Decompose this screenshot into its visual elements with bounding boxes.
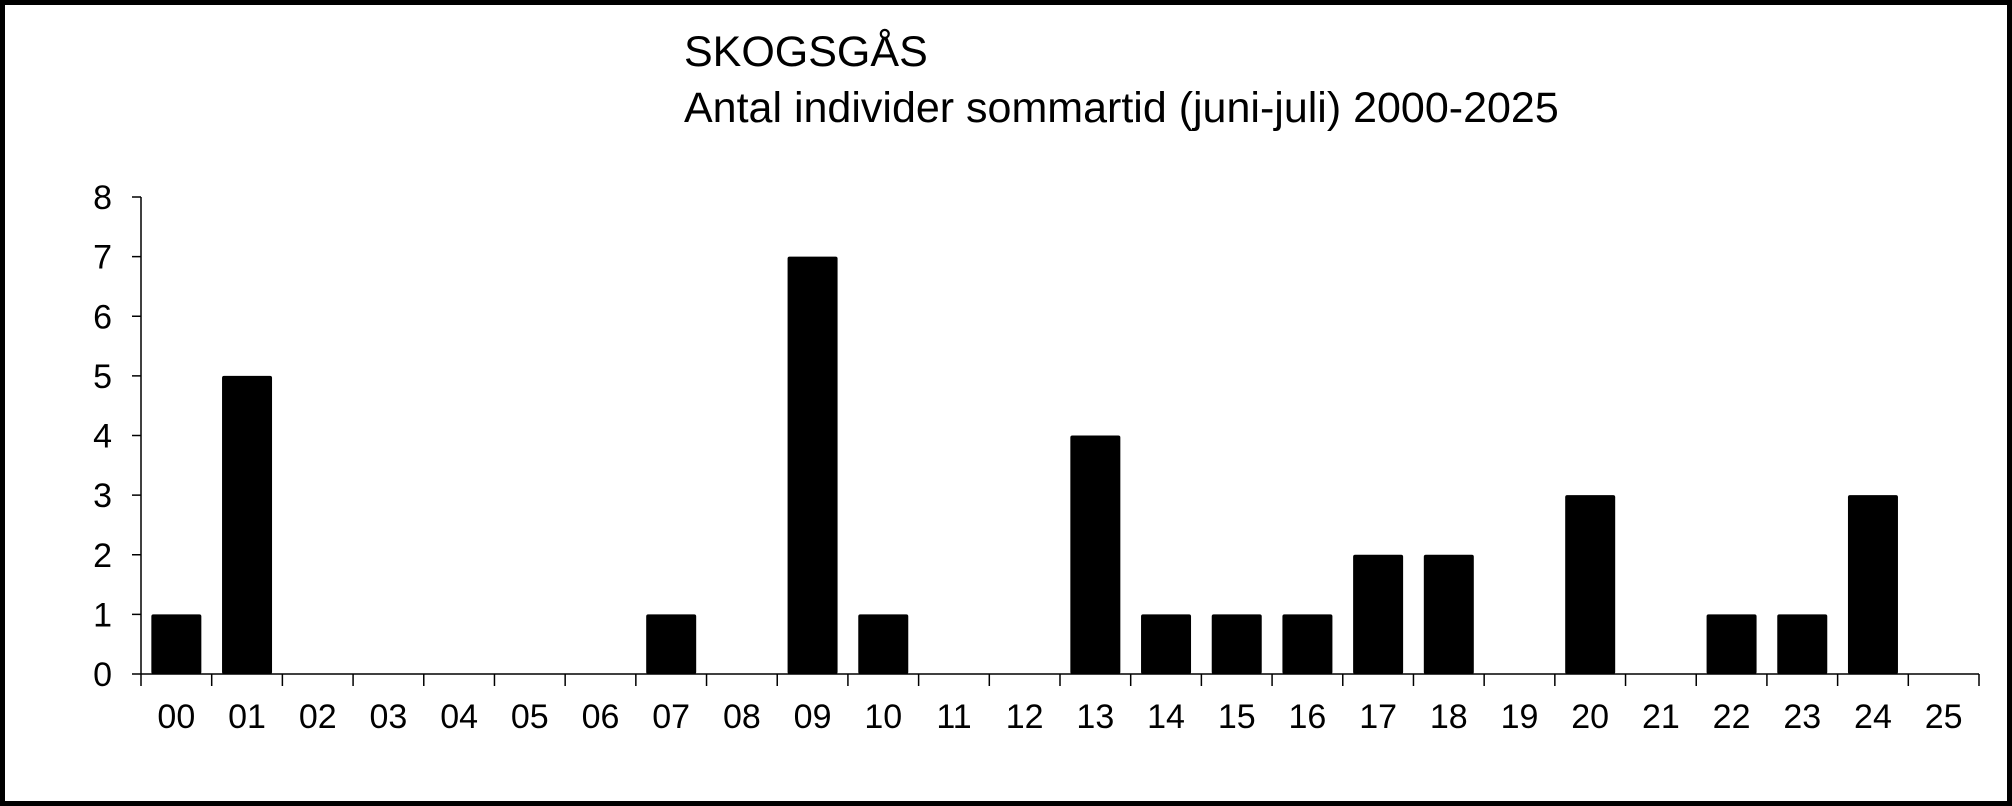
x-tick-label: 14 [1147, 698, 1185, 736]
bar-23 [1777, 614, 1828, 674]
bar-10 [858, 614, 909, 674]
x-tick-label: 25 [1925, 698, 1963, 736]
bar-14 [1141, 614, 1192, 674]
x-tick-label: 17 [1359, 698, 1397, 736]
x-tick-label: 21 [1642, 698, 1680, 736]
x-tick-label: 02 [299, 698, 337, 736]
chart-title: SKOGSGÅS [684, 28, 928, 76]
y-tick-label: 3 [93, 477, 112, 515]
x-tick-label: 07 [652, 698, 690, 736]
bar-20 [1565, 495, 1616, 674]
x-tick-label: 19 [1501, 698, 1539, 736]
chart-subtitle: Antal individer sommartid (juni-juli) 20… [684, 84, 1559, 132]
x-tick-label: 00 [157, 698, 195, 736]
x-tick-label: 12 [1006, 698, 1044, 736]
y-tick-label: 7 [93, 239, 112, 277]
bar-07 [646, 614, 697, 674]
y-tick-label: 6 [93, 298, 112, 336]
x-tick-label: 01 [228, 698, 266, 736]
x-tick-label: 23 [1783, 698, 1821, 736]
y-tick-label: 1 [93, 596, 112, 634]
x-tick-label: 24 [1854, 698, 1892, 736]
y-tick-label: 8 [93, 179, 112, 217]
x-tick-label: 03 [370, 698, 408, 736]
x-tick-label: 08 [723, 698, 761, 736]
x-tick-label: 06 [582, 698, 620, 736]
x-tick-label: 11 [936, 698, 971, 736]
y-tick-label: 4 [93, 418, 112, 456]
x-tick-label: 18 [1430, 698, 1468, 736]
bar-series [151, 256, 1898, 674]
y-tick-label: 5 [93, 358, 112, 396]
x-tick-label: 22 [1713, 698, 1751, 736]
x-tick-label: 16 [1289, 698, 1327, 736]
bar-24 [1847, 495, 1898, 674]
x-tick-label: 13 [1076, 698, 1114, 736]
x-tick-label: 20 [1571, 698, 1609, 736]
y-tick-label: 0 [93, 656, 112, 694]
x-tick-label: 05 [511, 698, 549, 736]
bar-01 [222, 375, 273, 674]
chart-title-block: SKOGSGÅS Antal individer sommartid (juni… [684, 24, 1559, 136]
bar-17 [1353, 554, 1404, 674]
bar-22 [1706, 614, 1757, 674]
y-tick-label: 2 [93, 537, 112, 575]
x-tick-label: 04 [440, 698, 478, 736]
bar-13 [1070, 435, 1121, 674]
bar-15 [1211, 614, 1262, 674]
x-tick-label: 15 [1218, 698, 1256, 736]
bar-18 [1423, 554, 1474, 674]
bar-00 [151, 614, 202, 674]
bar-09 [787, 256, 838, 674]
y-axis: 0 1 2 3 4 5 6 7 8 [93, 179, 142, 694]
bar-16 [1282, 614, 1333, 674]
x-tick-label: 09 [794, 698, 832, 736]
x-tick-label: 10 [864, 698, 902, 736]
x-axis: 00 01 02 03 04 05 06 07 08 09 10 11 12 13 14 15 16 17 18 19… [140, 673, 1980, 736]
